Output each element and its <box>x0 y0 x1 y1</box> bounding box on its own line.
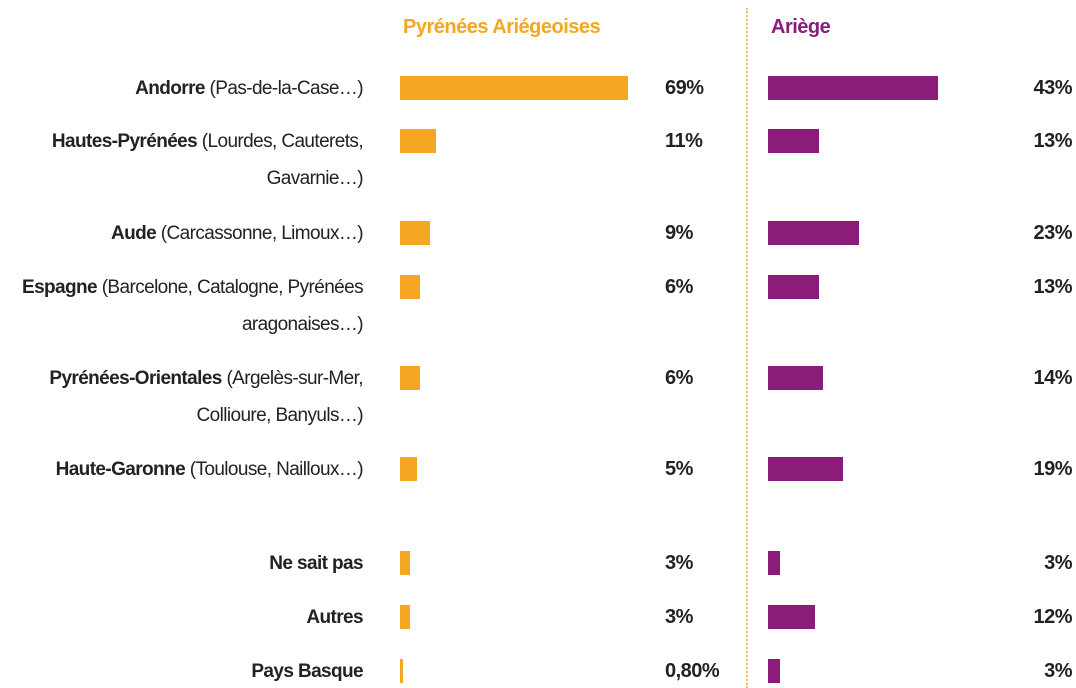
value-label: 12% <box>1033 606 1072 628</box>
bar <box>768 366 824 390</box>
category-name: Pyrénées-Orientales <box>49 368 222 389</box>
category-name: Aude <box>110 223 157 244</box>
category-detail: (Pas-de-la-Case…) <box>209 78 364 99</box>
value-label: 14% <box>1033 367 1072 389</box>
value-label: 6% <box>665 367 693 389</box>
category-detail: (Lourdes, Cauterets, Gavarnie…) <box>201 131 364 189</box>
category-name: Hautes-Pyrénées <box>51 131 198 152</box>
value-label: 0,80% <box>665 660 720 682</box>
bar <box>768 76 938 100</box>
category-name: Pays Basque <box>251 661 363 682</box>
category-detail: (Argelès-sur-Mer, Collioure, Banyuls…) <box>196 368 364 426</box>
category-name: Espagne <box>22 277 98 298</box>
category-name: Ne sait pas <box>269 553 363 574</box>
bar <box>400 659 403 683</box>
bar <box>400 76 628 100</box>
category-label: Andorre (Pas-de-la-Case…) <box>10 70 363 107</box>
category-label: Hautes-Pyrénées (Lourdes, Cauterets, Gav… <box>10 123 364 197</box>
category-label: Ne sait pas <box>10 545 363 582</box>
bar <box>400 457 417 481</box>
bar <box>400 366 420 390</box>
value-label: 9% <box>665 222 693 244</box>
bar <box>768 605 816 629</box>
category-label: Aude (Carcassonne, Limoux…) <box>10 215 364 252</box>
category-detail: (Carcassonne, Limoux…) <box>160 223 364 244</box>
value-label: 19% <box>1033 458 1072 480</box>
category-detail: (Barcelone, Catalogne, Pyrénées aragonai… <box>101 277 364 335</box>
bar <box>768 551 780 575</box>
bar <box>400 605 410 629</box>
category-label: Autres <box>10 599 363 636</box>
value-label: 3% <box>1044 660 1072 682</box>
bar <box>768 221 859 245</box>
value-label: 5% <box>665 458 693 480</box>
value-label: 23% <box>1033 222 1072 244</box>
category-label: Haute-Garonne (Toulouse, Nailloux…) <box>10 451 364 488</box>
bar <box>400 221 430 245</box>
bar <box>768 659 780 683</box>
category-name: Haute-Garonne <box>55 459 186 480</box>
value-label: 3% <box>1044 552 1072 574</box>
bar <box>768 275 820 299</box>
category-label: Espagne (Barcelone, Catalogne, Pyrénées … <box>10 269 364 343</box>
series-title: Pyrénées Ariégeoises <box>403 16 601 38</box>
category-detail: (Toulouse, Nailloux…) <box>189 459 364 480</box>
value-label: 43% <box>1033 77 1072 99</box>
value-label: 11% <box>665 130 703 152</box>
category-label: Pays Basque <box>10 653 363 688</box>
bar <box>768 129 820 153</box>
bar <box>400 129 437 153</box>
bar <box>400 551 410 575</box>
category-label: Pyrénées-Orientales (Argelès-sur-Mer, Co… <box>10 360 363 434</box>
value-label: 13% <box>1033 130 1072 152</box>
category-name: Autres <box>306 607 363 628</box>
category-name: Andorre <box>135 78 205 99</box>
value-label: 13% <box>1033 276 1072 298</box>
value-label: 3% <box>665 552 693 574</box>
value-label: 6% <box>665 276 693 298</box>
bar <box>400 275 420 299</box>
value-label: 3% <box>665 606 693 628</box>
value-label: 69% <box>665 77 704 99</box>
series-title: Ariège <box>771 16 831 38</box>
bar <box>768 457 844 481</box>
divider <box>746 8 748 688</box>
